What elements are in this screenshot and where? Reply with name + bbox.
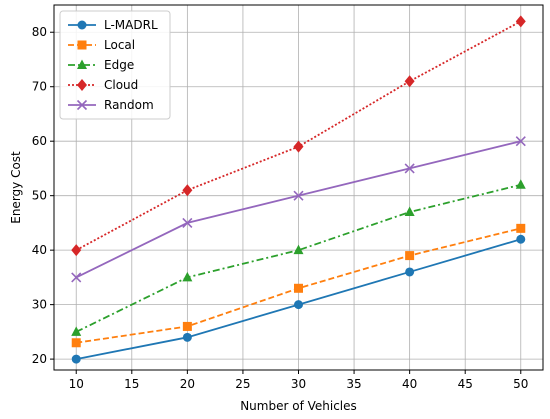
legend-entry: Random — [68, 98, 154, 112]
x-tick-label: 25 — [235, 377, 250, 391]
series-l-madrl — [71, 234, 526, 364]
legend-marker — [77, 79, 87, 91]
legend-marker — [76, 99, 88, 111]
series-cloud — [71, 15, 526, 257]
legend-entry: Edge — [68, 58, 134, 72]
data-point — [182, 271, 193, 282]
y-tick-label: 20 — [32, 352, 47, 366]
data-point — [516, 223, 526, 233]
data-point — [405, 251, 415, 261]
y-tick-label: 50 — [32, 189, 47, 203]
y-axis-label: Energy Cost — [9, 151, 23, 224]
series-random — [71, 136, 526, 283]
data-point — [516, 234, 526, 244]
data-point — [404, 206, 415, 217]
legend-label: L-MADRL — [104, 18, 158, 32]
y-tick-label: 60 — [32, 134, 47, 148]
legend-box — [59, 10, 171, 120]
series — [71, 15, 526, 364]
data-point — [293, 244, 304, 255]
legend: L-MADRL Local Edge Cloud Random — [59, 10, 171, 120]
series-line — [75, 183, 521, 333]
data-point — [71, 244, 82, 257]
legend-label: Random — [104, 98, 154, 112]
data-point — [294, 283, 303, 293]
data-point — [293, 140, 304, 153]
x-tick-label: 20 — [180, 377, 195, 391]
data-point — [404, 75, 415, 88]
data-point — [182, 321, 192, 331]
data-point — [182, 184, 193, 197]
legend-marker — [77, 59, 87, 69]
legend-label: Local — [104, 38, 135, 52]
data-point — [182, 217, 193, 228]
data-point — [515, 179, 526, 189]
legend-entry: Local — [68, 38, 135, 52]
data-point — [71, 272, 82, 283]
y-tick-label: 70 — [32, 80, 47, 94]
x-tick-label: 40 — [402, 377, 417, 391]
y-tick-label: 80 — [32, 25, 47, 39]
ticks: 10 15 20 25 30 35 40 45 50 20 30 40 50 60 70 80 — [32, 25, 529, 391]
legend-marker — [77, 40, 87, 50]
data-point — [515, 136, 526, 147]
x-tick-label: 30 — [291, 377, 306, 391]
legend-label: Edge — [104, 58, 134, 72]
legend-label: Cloud — [104, 78, 138, 92]
data-point — [405, 267, 415, 277]
x-tick-label: 50 — [513, 377, 528, 391]
x-tick-label: 45 — [458, 377, 473, 391]
legend-entry: Cloud — [68, 78, 138, 92]
series-edge — [71, 179, 526, 336]
legend-entry: L-MADRL — [68, 18, 158, 32]
y-tick-label: 40 — [32, 243, 47, 257]
plot-frame — [53, 4, 544, 371]
data-point — [71, 326, 82, 336]
data-point — [293, 190, 304, 201]
data-point — [404, 163, 415, 174]
data-point — [71, 354, 81, 364]
data-point — [515, 15, 526, 28]
series-local — [71, 223, 526, 348]
x-axis-label: Number of Vehicles — [240, 399, 357, 413]
data-point — [182, 332, 192, 342]
x-tick-label: 10 — [69, 377, 84, 391]
y-tick-label: 30 — [32, 298, 47, 312]
legend-marker — [77, 20, 87, 30]
data-point — [294, 300, 303, 310]
x-tick-label: 15 — [124, 377, 139, 391]
x-tick-label: 35 — [346, 377, 361, 391]
data-point — [71, 338, 81, 348]
